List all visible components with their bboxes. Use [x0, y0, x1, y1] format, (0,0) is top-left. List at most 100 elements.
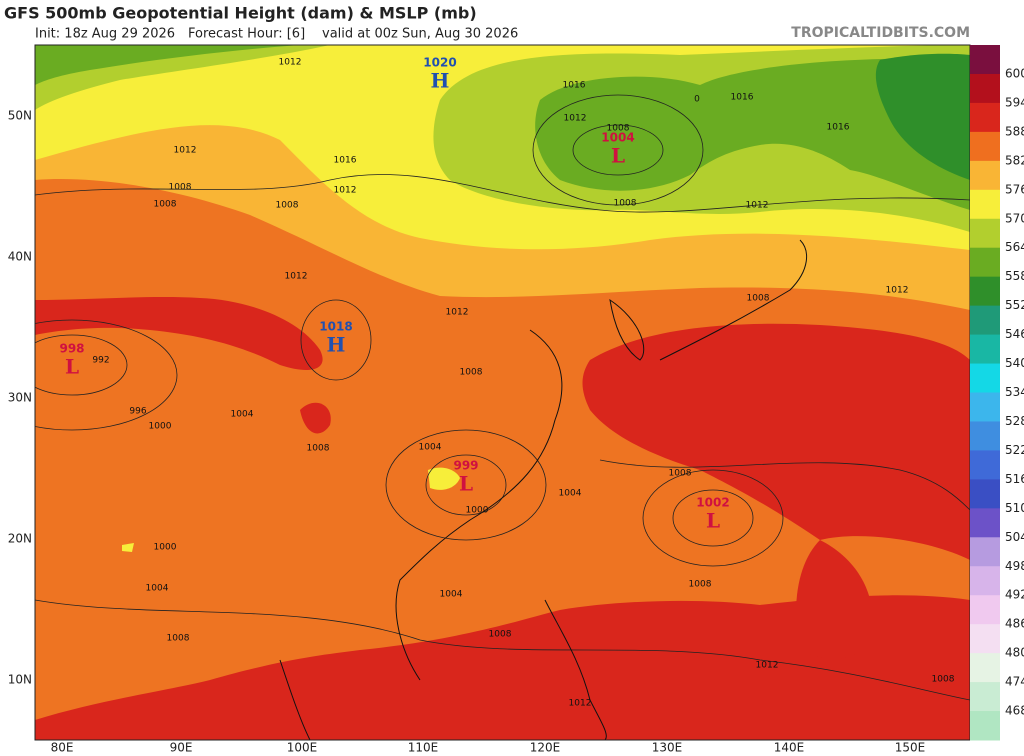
color-swatch [970, 305, 1000, 336]
color-swatch [970, 363, 1000, 393]
longitude-label: 150E [895, 741, 926, 755]
isobar-label: 1008 [747, 294, 770, 304]
colorbar-label: 486 [1005, 617, 1024, 631]
colorbar-label: 582 [1005, 153, 1024, 167]
colorbar-label: 504 [1005, 530, 1024, 544]
colorbar-label: 540 [1005, 356, 1024, 370]
color-swatch [970, 450, 1000, 480]
colorbar-label: 558 [1005, 269, 1024, 283]
pressure-center-value: 1020 [423, 56, 456, 70]
colorbar-label: 552 [1005, 298, 1024, 312]
colorbar-label: 510 [1005, 501, 1024, 515]
isobar-label: 1000 [154, 543, 177, 553]
isobar-label: 1004 [559, 489, 582, 499]
color-swatch [970, 160, 1000, 191]
color-swatch [970, 479, 1000, 509]
isobar-label: 1008 [167, 634, 190, 644]
color-swatch [970, 682, 1000, 712]
pressure-center-value: 1002 [696, 496, 729, 510]
watermark: TROPICALTIDBITS.COM [791, 25, 970, 41]
color-swatch [970, 131, 1000, 162]
isobar-label: 1008 [614, 199, 637, 209]
isobar-label: 1012 [334, 186, 357, 196]
valid-time: valid at 00z Sun, Aug 30 2026 [322, 27, 518, 42]
colorbar-label: 516 [1005, 472, 1024, 486]
map-fill [35, 45, 970, 740]
isobar-label: 1008 [169, 183, 192, 193]
color-swatch [970, 624, 1000, 654]
isobar-label: 1000 [149, 422, 172, 432]
isobar-label: 1004 [440, 590, 463, 600]
colorbar-label: 564 [1005, 240, 1024, 254]
colorbar-label: 480 [1005, 646, 1024, 660]
latitude-label: 30N [8, 391, 32, 405]
pressure-center-letter: H [327, 333, 346, 357]
isobar-label: 1012 [569, 699, 592, 709]
colorbar-label: 522 [1005, 443, 1024, 457]
color-swatch [970, 595, 1000, 625]
isobar-label: 1008 [276, 201, 299, 211]
isobar-label: 992 [92, 356, 109, 366]
title: GFS 500mb Geopotential Height (dam) & MS… [4, 4, 477, 23]
color-swatch [970, 73, 1000, 104]
colorbar-label: 594 [1005, 95, 1024, 109]
pressure-center-value: 999 [453, 459, 478, 473]
isobar-label: 996 [129, 407, 146, 417]
isobar-label: 1008 [669, 469, 692, 479]
colorbar-label: 588 [1005, 124, 1024, 138]
colorbar-label: 492 [1005, 588, 1024, 602]
isobar-label: 0 [694, 95, 700, 105]
color-swatch [970, 711, 1000, 741]
isobar-label: 1012 [564, 114, 587, 124]
colorbar-label: 468 [1005, 704, 1024, 718]
isobar-label: 1016 [334, 156, 357, 166]
isobar-label: 1008 [154, 200, 177, 210]
latitude-label: 10N [8, 673, 32, 687]
isobar-label: 1016 [563, 81, 586, 91]
isobar-label: 1004 [146, 584, 169, 594]
longitude-label: 130E [652, 741, 683, 755]
color-swatch [970, 102, 1000, 133]
forecast-hour: Forecast Hour: [6] [188, 27, 305, 42]
color-swatch [970, 334, 1000, 365]
color-swatch [970, 218, 1000, 249]
pressure-center-value: 998 [59, 342, 84, 356]
latitude-label: 50N [8, 109, 32, 123]
isobar-label: 1008 [460, 368, 483, 378]
color-swatch [970, 537, 1000, 567]
color-swatch [970, 247, 1000, 278]
longitude-label: 120E [530, 741, 561, 755]
longitude-label: 140E [774, 741, 805, 755]
isobar-label: 1008 [607, 124, 630, 134]
pressure-center-value: 1004 [601, 131, 634, 145]
longitude-label: 90E [170, 741, 193, 755]
isobar-label: 1016 [731, 93, 754, 103]
isobar-label: 1012 [174, 146, 197, 156]
color-swatch [970, 276, 1000, 307]
color-swatch [970, 189, 1000, 220]
pressure-center-letter: L [611, 144, 625, 168]
colorbar-label: 534 [1005, 385, 1024, 399]
color-swatch [970, 45, 1000, 75]
pressure-center-letter: L [706, 509, 720, 533]
longitude-label: 80E [51, 741, 74, 755]
longitude-label: 110E [408, 741, 439, 755]
color-swatch [970, 392, 1000, 422]
color-swatch [970, 421, 1000, 451]
pressure-center-letter: L [459, 472, 473, 496]
isobar-label: 1012 [279, 58, 302, 68]
isobar-label: 1012 [746, 201, 769, 211]
isobar-label: 1000 [466, 506, 489, 516]
colorbar-label: 570 [1005, 211, 1024, 225]
longitude-label: 100E [287, 741, 318, 755]
isobar-label: 1012 [756, 661, 779, 671]
colorbar-label: 528 [1005, 414, 1024, 428]
isobar-label: 1004 [231, 410, 254, 420]
init-time: Init: 18z Aug 29 2026 [35, 27, 175, 42]
colorbar-label: 546 [1005, 327, 1024, 341]
isobar-label: 1012 [886, 286, 909, 296]
pressure-center-letter: H [431, 69, 450, 93]
isobar-label: 1012 [285, 272, 308, 282]
isobar-label: 1012 [446, 308, 469, 318]
